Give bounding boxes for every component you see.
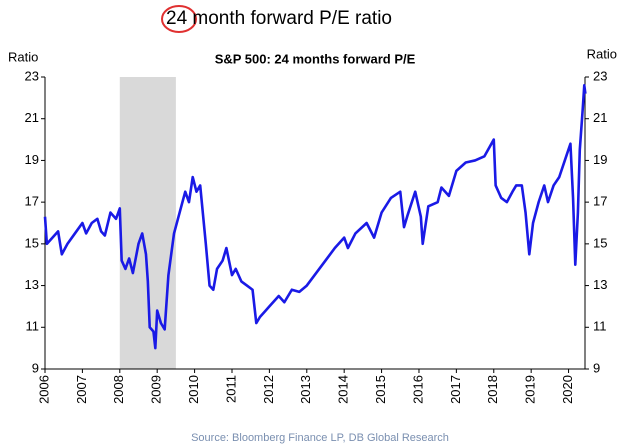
y-tick-label: 13 xyxy=(25,277,39,292)
x-tick-label: 2007 xyxy=(74,375,89,404)
y2-tick-label: 13 xyxy=(593,277,607,292)
y-tick-label: 19 xyxy=(25,152,39,167)
x-tick-label: 2014 xyxy=(336,375,351,404)
y-axis-label: Ratio xyxy=(8,49,38,64)
x-tick-label: 2006 xyxy=(36,375,51,404)
y-tick-label: 23 xyxy=(25,68,39,83)
x-tick-label: 2015 xyxy=(373,375,388,404)
y-tick-label: 11 xyxy=(26,319,40,334)
y2-tick-label: 11 xyxy=(593,319,607,334)
y-tick-label: 15 xyxy=(25,235,39,250)
y-tick-label: 21 xyxy=(25,110,39,125)
x-tick-label: 2008 xyxy=(111,375,126,404)
y2-tick-label: 19 xyxy=(593,152,607,167)
x-tick-label: 2019 xyxy=(523,375,538,404)
title-highlight xyxy=(161,5,197,33)
x-tick-label: 2010 xyxy=(186,375,201,404)
y2-tick-label: 9 xyxy=(593,360,600,375)
x-tick-label: 2016 xyxy=(410,375,425,404)
x-tick-label: 2009 xyxy=(149,375,164,404)
y2-axis-label: Ratio xyxy=(587,46,617,61)
source-note: Source: Bloomberg Finance LP, DB Global … xyxy=(191,432,449,444)
x-tick-label: 2012 xyxy=(261,375,276,404)
x-tick-label: 2017 xyxy=(448,375,463,404)
y2-tick-label: 21 xyxy=(593,110,607,125)
x-tick-label: 2018 xyxy=(485,375,500,404)
shaded-range xyxy=(119,77,176,369)
x-tick-label: 2013 xyxy=(298,375,313,404)
y2-tick-label: 15 xyxy=(593,235,607,250)
y-tick-label: 9 xyxy=(32,360,39,375)
y2-tick-label: 23 xyxy=(593,68,607,83)
x-tick-label: 2020 xyxy=(560,375,575,404)
x-tick-label: 2011 xyxy=(223,375,238,403)
data-line xyxy=(43,84,587,350)
chart-subtitle: S&P 500: 24 months forward P/E xyxy=(215,51,416,66)
y-tick-label: 17 xyxy=(25,194,39,209)
chart-title: 24 month forward P/E ratio xyxy=(166,8,392,29)
y2-tick-label: 17 xyxy=(593,194,607,209)
